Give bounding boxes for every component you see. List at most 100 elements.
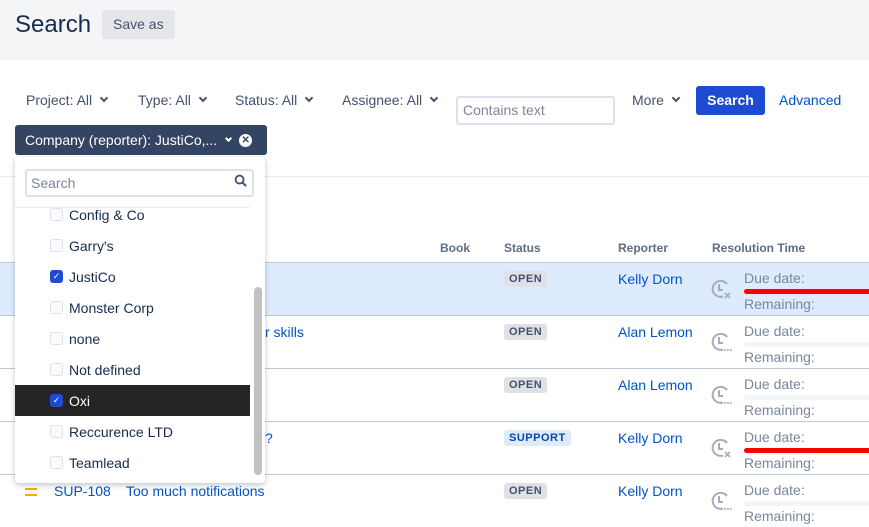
- status-filter-label: Status: All: [235, 92, 298, 108]
- reporter-link[interactable]: Kelly Dorn: [618, 271, 683, 287]
- sla-progress-bar: [744, 501, 869, 506]
- sla-paused-clock-icon: [711, 385, 732, 404]
- option-label: Reccurence LTD: [69, 423, 174, 440]
- checkbox-checked-icon[interactable]: ✓: [50, 394, 63, 407]
- due-date-label: Due date:: [744, 429, 805, 445]
- divider: [0, 176, 869, 177]
- column-header-resolution-time[interactable]: Resolution Time: [712, 241, 806, 255]
- status-badge: OPEN: [504, 324, 548, 340]
- column-header-reporter[interactable]: Reporter: [618, 241, 669, 255]
- company-reporter-filter[interactable]: Company (reporter): JustiCo,... ✕: [15, 125, 267, 155]
- option-item[interactable]: ✓ JustiCo: [15, 261, 250, 292]
- sla-paused-clock-icon: [711, 332, 732, 351]
- more-filter[interactable]: More: [632, 92, 681, 108]
- column-header-book[interactable]: Book: [440, 241, 470, 255]
- option-item[interactable]: Config & Co: [15, 199, 250, 230]
- chevron-down-icon: [198, 93, 208, 103]
- issue-summary[interactable]: ?: [265, 430, 273, 446]
- table-row[interactable]: r skills OPEN Alan Lemon Due date: Remaining…: [0, 315, 869, 368]
- search-icon: [234, 174, 247, 187]
- checkbox-checked-icon[interactable]: ✓: [50, 270, 63, 283]
- assignee-filter-label: Assignee: All: [342, 92, 423, 108]
- contains-text-input[interactable]: Contains text: [456, 96, 615, 125]
- project-filter[interactable]: Project: All: [26, 92, 109, 108]
- status-badge: OPEN: [504, 271, 548, 287]
- chevron-down-icon: [225, 134, 233, 142]
- checkbox-icon[interactable]: [50, 301, 63, 314]
- sla-breached-clock-icon: [711, 438, 731, 458]
- due-date-label: Due date:: [744, 376, 805, 392]
- sla-progress-bar: [744, 289, 869, 294]
- option-label: Garry's: [69, 237, 114, 254]
- scrollbar[interactable]: [254, 287, 262, 475]
- advanced-link[interactable]: Advanced: [779, 92, 842, 108]
- status-filter[interactable]: Status: All: [235, 92, 314, 108]
- checkbox-icon[interactable]: [50, 363, 63, 376]
- chevron-down-icon: [99, 93, 109, 103]
- search-button[interactable]: Search: [696, 86, 765, 115]
- clear-filter-icon[interactable]: ✕: [239, 133, 253, 147]
- sla-progress-bar: [744, 342, 869, 347]
- reporter-link[interactable]: Kelly Dorn: [618, 430, 683, 446]
- option-label: Not defined: [69, 361, 141, 378]
- option-item[interactable]: Reccurence LTD: [15, 416, 250, 447]
- remaining-label: Remaining:: [744, 349, 815, 365]
- chevron-down-icon: [671, 93, 681, 103]
- reporter-link[interactable]: Alan Lemon: [618, 377, 693, 393]
- option-label: JustiCo: [69, 268, 116, 285]
- project-filter-label: Project: All: [26, 92, 93, 108]
- checkbox-icon[interactable]: [50, 239, 63, 252]
- remaining-label: Remaining:: [744, 402, 815, 418]
- company-filter-label: Company (reporter): JustiCo,...: [25, 132, 218, 148]
- search-placeholder: Search: [31, 175, 76, 191]
- save-as-button[interactable]: Save as: [102, 10, 175, 39]
- sla-progress-bar: [744, 395, 869, 400]
- option-label: none: [69, 330, 101, 347]
- sla-paused-clock-icon: [711, 491, 732, 510]
- option-item[interactable]: none: [15, 323, 250, 354]
- issue-key[interactable]: SUP-108: [54, 483, 111, 499]
- option-label: Oxi: [69, 392, 90, 409]
- option-label: Monster Corp: [69, 299, 154, 316]
- sla-breached-clock-icon: [711, 279, 731, 299]
- option-item[interactable]: Not defined: [15, 354, 250, 385]
- table-row[interactable]: SUP-108 Too much notifications OPEN Kelly D…: [0, 474, 869, 527]
- checkbox-icon[interactable]: [50, 332, 63, 345]
- status-badge: SUPPORT: [504, 430, 571, 446]
- option-label: Config & Co: [69, 206, 145, 223]
- option-list: Config & Co Garry's ✓ JustiCo Monster Corp no…: [15, 207, 250, 483]
- chevron-down-icon: [429, 93, 439, 103]
- checkbox-icon[interactable]: [50, 456, 63, 469]
- chevron-down-icon: [305, 93, 314, 103]
- assignee-filter[interactable]: Assignee: All: [342, 92, 439, 108]
- sla-progress-bar: [744, 448, 869, 453]
- remaining-label: Remaining:: [744, 508, 815, 524]
- more-filter-label: More: [632, 92, 664, 108]
- company-dropdown: Search Config & Co Garry's ✓ JustiCo Monster…: [15, 157, 265, 483]
- checkbox-icon[interactable]: [50, 208, 63, 221]
- remaining-label: Remaining:: [744, 455, 815, 471]
- option-item[interactable]: Monster Corp: [15, 292, 250, 323]
- type-filter-label: Type: All: [138, 92, 191, 108]
- reporter-link[interactable]: Kelly Dorn: [618, 483, 683, 499]
- status-badge: OPEN: [504, 377, 548, 393]
- reporter-link[interactable]: Alan Lemon: [618, 324, 693, 340]
- table-row[interactable]: OPEN Alan Lemon Due date: Remaining:: [0, 368, 869, 421]
- priority-medium-icon: [25, 488, 37, 500]
- option-item[interactable]: Garry's: [15, 230, 250, 261]
- table-row[interactable]: ? SUPPORT Kelly Dorn Due date: Remaining:: [0, 421, 869, 474]
- due-date-label: Due date:: [744, 482, 805, 498]
- type-filter[interactable]: Type: All: [138, 92, 208, 108]
- due-date-label: Due date:: [744, 270, 805, 286]
- page-header: Search Save as: [0, 0, 869, 60]
- option-label: Teamlead: [69, 454, 130, 471]
- dropdown-search-input[interactable]: Search: [25, 169, 254, 197]
- page-title: Search: [15, 11, 92, 38]
- issue-summary[interactable]: r skills: [265, 324, 304, 340]
- issue-summary[interactable]: Too much notifications: [126, 483, 265, 499]
- option-item[interactable]: ✓ Oxi: [15, 385, 250, 416]
- remaining-label: Remaining:: [744, 296, 815, 312]
- option-item[interactable]: Teamlead: [15, 447, 250, 478]
- checkbox-icon[interactable]: [50, 425, 63, 438]
- column-header-status[interactable]: Status: [504, 241, 541, 255]
